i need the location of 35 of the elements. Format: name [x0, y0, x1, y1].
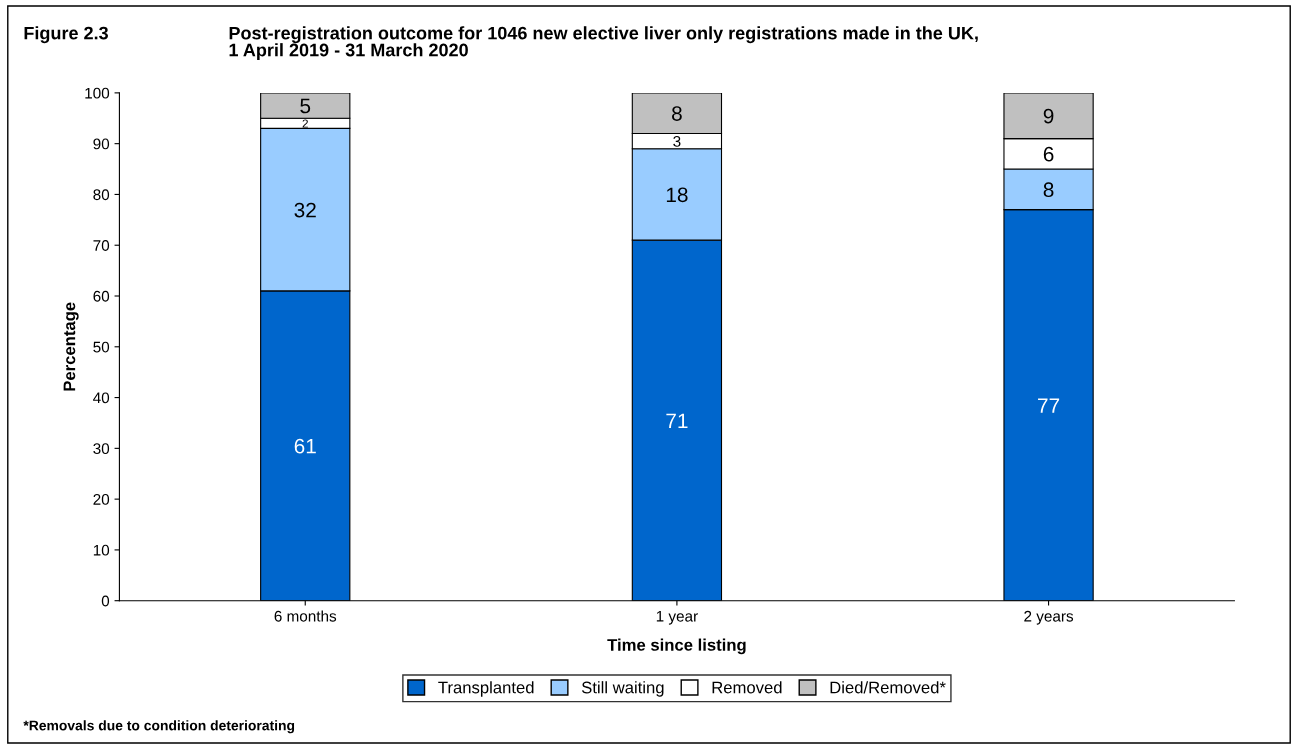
data-label: 32 — [294, 202, 316, 218]
y-tick-label: 30 — [93, 443, 110, 455]
legend-label: Removed — [712, 681, 782, 694]
y-tick-label: 90 — [93, 138, 110, 150]
data-label: 3 — [673, 135, 681, 147]
y-tick-label: 50 — [93, 341, 110, 353]
data-label: 61 — [294, 438, 316, 454]
y-tick-label: 60 — [93, 290, 110, 302]
y-tick-label: 70 — [93, 240, 110, 251]
legend-label: Still waiting — [581, 681, 664, 697]
y-tick-label: 100 — [85, 87, 110, 99]
y-tick-label: 20 — [93, 494, 110, 505]
y-tick-label: 40 — [93, 392, 110, 404]
x-axis-title: Time since listing — [607, 638, 746, 655]
y-axis-title: Percentage — [63, 302, 79, 391]
y-tick-label: 0 — [101, 595, 110, 607]
chart-title: Figure 2.3 — [24, 26, 108, 44]
y-tick-label: 80 — [93, 189, 110, 201]
x-tick-label: 6 months — [274, 610, 337, 622]
data-label: 77 — [1038, 398, 1060, 413]
chart-subtitle: Post-registration outcome for 1046 new elective liver only registrations made in the UK, 1 April 2019 - 31 March 2020 — [229, 26, 978, 60]
legend-label: Died/Removed* — [830, 681, 946, 694]
data-label: 5 — [300, 98, 311, 114]
y-tick-label: 10 — [93, 544, 110, 556]
data-label: 6 — [1043, 146, 1054, 162]
x-tick-label: 1 year — [656, 610, 698, 625]
text: *Removals due to condition deteriorating — [23, 720, 295, 734]
data-label: 2 — [302, 119, 308, 128]
x-tick-label: 2 years — [1024, 610, 1074, 625]
data-label: 71 — [666, 413, 688, 428]
data-label: 8 — [1043, 182, 1054, 198]
data-label: 18 — [666, 187, 688, 203]
data-label: 9 — [1043, 108, 1054, 124]
legend-label: Transplanted — [438, 681, 534, 697]
data-label: 8 — [672, 106, 682, 121]
